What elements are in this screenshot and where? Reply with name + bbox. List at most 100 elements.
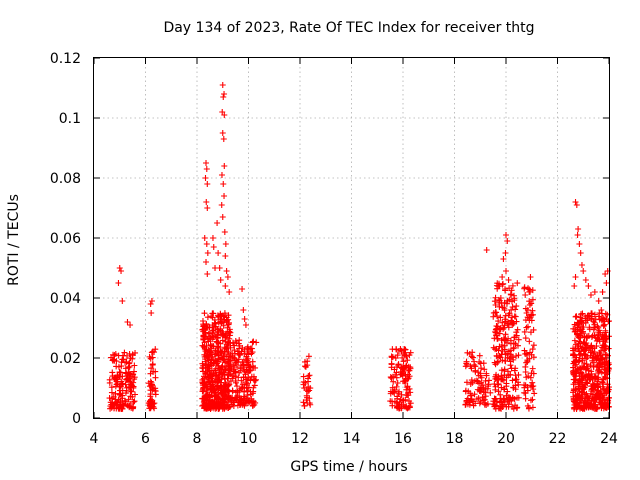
data-point [580, 268, 587, 274]
data-point [218, 349, 225, 356]
data-point [503, 374, 510, 381]
data-point [149, 361, 156, 368]
data-point [393, 374, 400, 381]
data-point [119, 380, 126, 387]
data-point [503, 380, 510, 387]
data-point [217, 356, 224, 363]
data-point [241, 316, 248, 322]
data-point [573, 372, 580, 379]
data-point [240, 364, 247, 371]
data-point [209, 310, 216, 317]
data-point [492, 402, 499, 409]
data-point [509, 298, 516, 305]
data-point [529, 346, 536, 353]
data-point [112, 390, 119, 397]
data-point [491, 335, 498, 342]
data-point [589, 391, 596, 398]
grid-lines [94, 58, 609, 418]
x-tick-label: 22 [549, 431, 567, 447]
data-point [524, 323, 531, 330]
x-tick-label: 6 [141, 431, 150, 447]
data-point [583, 365, 590, 372]
data-point [404, 384, 411, 391]
data-point [305, 383, 312, 390]
data-point [500, 396, 507, 403]
data-point [603, 280, 610, 286]
data-point [529, 379, 536, 386]
data-point [127, 393, 134, 400]
data-point [404, 390, 411, 397]
data-point [511, 334, 518, 341]
data-point [119, 356, 126, 363]
data-point [214, 334, 221, 341]
data-point [513, 303, 520, 310]
data-point [605, 397, 612, 404]
data-point [129, 405, 136, 412]
data-point [494, 353, 501, 360]
data-point [209, 336, 216, 343]
data-point [221, 371, 228, 378]
data-point [201, 339, 208, 346]
data-point [574, 321, 581, 328]
data-point [108, 389, 115, 396]
data-point [496, 283, 503, 289]
data-point [522, 382, 529, 389]
data-point [589, 357, 596, 364]
data-point [584, 333, 591, 340]
data-point [527, 374, 534, 381]
data-point [126, 371, 133, 378]
data-point [209, 379, 216, 386]
data-point [400, 397, 407, 404]
data-point [231, 397, 238, 404]
data-point [114, 402, 121, 409]
data-point [603, 389, 610, 396]
data-point [233, 357, 240, 364]
data-point [584, 317, 591, 324]
data-point [492, 328, 499, 335]
data-point [530, 370, 537, 377]
data-point [508, 352, 515, 359]
data-point [395, 362, 402, 369]
data-point [113, 378, 120, 385]
data-point [475, 372, 482, 379]
data-point [244, 387, 251, 394]
data-point [207, 348, 214, 355]
data-point [204, 271, 211, 277]
x-tick-labels: 4 6 8 10 12 14 16 18 20 22 24 [90, 431, 618, 447]
data-point [210, 327, 217, 334]
data-point [582, 402, 589, 409]
y-tick-label: 0 [72, 411, 81, 427]
data-point [478, 379, 485, 386]
data-point [131, 368, 138, 375]
data-point [402, 346, 409, 353]
data-point [245, 384, 252, 391]
data-point [300, 399, 307, 406]
data-point [499, 274, 506, 280]
data-point [393, 383, 400, 390]
data-point [152, 391, 159, 398]
data-point [118, 392, 125, 399]
data-point [106, 376, 113, 383]
data-point [502, 331, 509, 338]
data-point [220, 94, 227, 100]
data-point [217, 387, 224, 394]
data-point [147, 387, 154, 394]
data-point [576, 402, 583, 409]
y-tick-label: 0.08 [50, 171, 81, 187]
data-point [215, 405, 222, 412]
data-point [203, 160, 210, 166]
data-point [575, 403, 582, 410]
data-point [214, 312, 221, 319]
data-point [579, 344, 586, 351]
data-point [301, 358, 308, 365]
data-point [587, 403, 594, 410]
data-point [204, 314, 211, 321]
data-point [576, 338, 583, 345]
data-point [574, 232, 581, 238]
data-point [247, 391, 254, 398]
data-point [529, 396, 536, 403]
x-axis-label: GPS time / hours [290, 459, 407, 475]
data-point [215, 355, 222, 362]
data-point [220, 181, 227, 187]
